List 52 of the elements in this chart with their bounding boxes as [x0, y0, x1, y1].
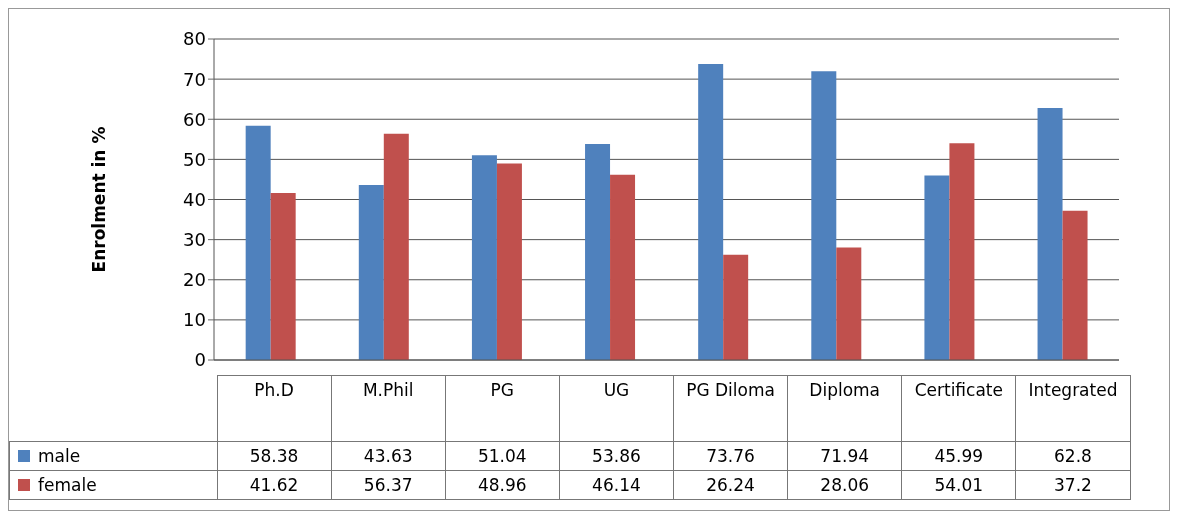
- bar: [471, 155, 497, 360]
- x-tick-label: Certificate: [901, 375, 1016, 442]
- bar: [245, 125, 271, 360]
- data-label: 51.04: [445, 441, 560, 471]
- x-tick-label: Ph.D: [217, 375, 332, 442]
- data-label: 28.06: [787, 470, 902, 500]
- bar: [811, 71, 837, 360]
- legend-label: male: [9, 441, 217, 471]
- bar: [698, 64, 724, 360]
- bar: [949, 143, 975, 360]
- bar: [383, 133, 409, 360]
- bar: [1037, 108, 1063, 360]
- bar: [270, 193, 296, 360]
- data-label: 58.38: [217, 441, 332, 471]
- y-axis-title: Enrolment in %: [89, 126, 110, 273]
- y-tick-label: 0: [194, 349, 206, 371]
- y-tick-label: 70: [183, 68, 206, 90]
- x-tick-label: Integrated: [1015, 375, 1130, 442]
- data-label: 71.94: [787, 441, 902, 471]
- x-tick-label: Diploma: [787, 375, 902, 442]
- y-tick-label: 30: [183, 229, 206, 251]
- bar: [496, 163, 522, 360]
- data-label: 48.96: [445, 470, 560, 500]
- x-tick-label: M.Phil: [331, 375, 446, 442]
- data-label: 73.76: [673, 441, 788, 471]
- y-tick-label: 60: [183, 108, 206, 130]
- data-label: 62.8: [1015, 441, 1130, 471]
- data-label: 26.24: [673, 470, 788, 500]
- y-tick-label: 50: [183, 148, 206, 170]
- y-tick-label: 20: [183, 269, 206, 291]
- data-label: 43.63: [331, 441, 446, 471]
- y-tick-label: 40: [183, 188, 206, 210]
- data-label: 41.62: [217, 470, 332, 500]
- y-tick-label: 80: [183, 28, 206, 50]
- bar: [1062, 210, 1088, 360]
- data-label: 54.01: [901, 470, 1016, 500]
- data-label: 37.2: [1015, 470, 1130, 500]
- bar: [924, 175, 950, 360]
- bar: [836, 247, 862, 360]
- data-label: 45.99: [901, 441, 1016, 471]
- y-tick-label: 10: [183, 309, 206, 331]
- data-label: 53.86: [559, 441, 674, 471]
- bar: [723, 254, 749, 360]
- x-tick-label: PG Diloma: [673, 375, 788, 442]
- legend-label: female: [9, 470, 217, 500]
- x-tick-label: UG: [559, 375, 674, 442]
- bar: [610, 174, 636, 360]
- bar: [358, 184, 384, 360]
- data-label: 46.14: [559, 470, 674, 500]
- x-tick-label: PG: [445, 375, 560, 442]
- data-label: 56.37: [331, 470, 446, 500]
- bar: [585, 143, 611, 360]
